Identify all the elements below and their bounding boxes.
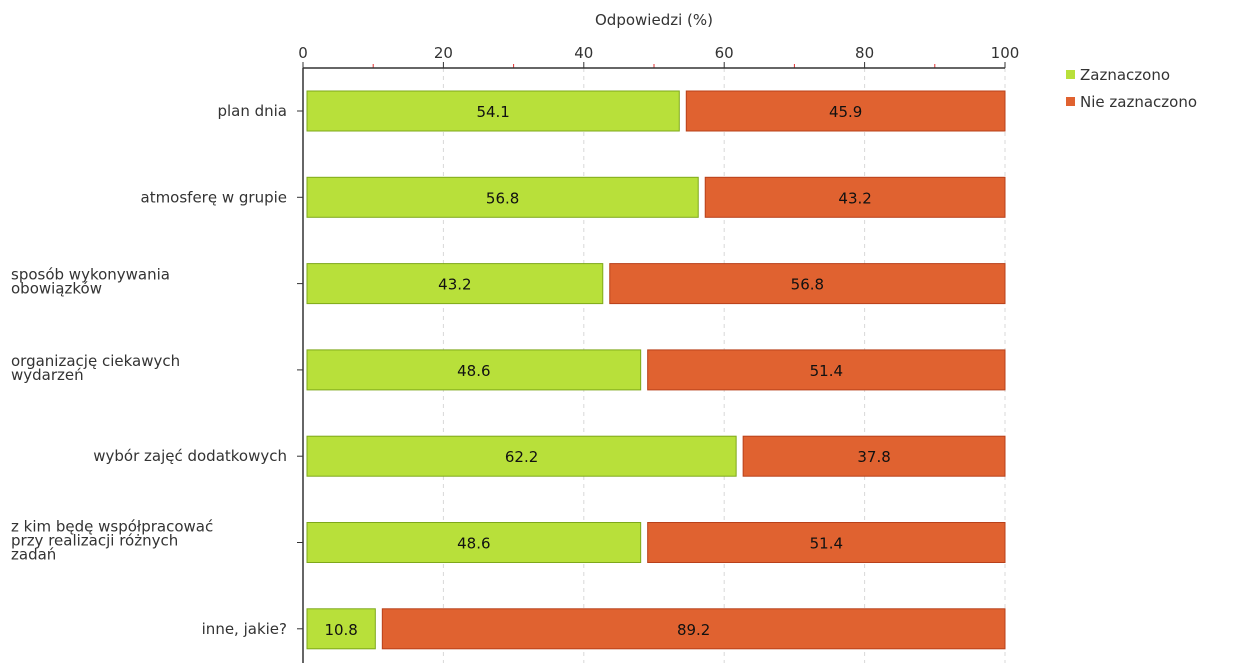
category-label: plan dnia — [217, 102, 287, 120]
bar-nie-zaznaczono — [647, 522, 1006, 563]
bar-value-label: 10.8 — [324, 621, 357, 639]
x-tick-label: 40 — [574, 44, 593, 62]
bar-zaznaczono — [306, 522, 642, 563]
bar-nie-zaznaczono — [704, 176, 1006, 218]
bars: 54.1 45.9 56.8 43.2 43.2 56.8 48.6 51.4 62.2 37.8… — [306, 90, 1006, 650]
x-axis-ticks: 0 20 40 60 80 100 — [298, 44, 1019, 68]
category-labels: plan dnia atmosferę w grupie sposób wykony… — [11, 102, 287, 638]
bar-value-label: 48.6 — [457, 362, 490, 380]
category-label: atmosferę w grupie — [141, 188, 288, 206]
bar-nie-zaznaczono — [647, 349, 1006, 391]
category-label: sposób wykonywania obowiązków — [11, 266, 170, 298]
bar-value-label: 62.2 — [505, 448, 538, 466]
x-tick-label: 0 — [298, 44, 308, 62]
x-tick-label: 60 — [715, 44, 734, 62]
bar-nie-zaznaczono — [685, 90, 1006, 132]
bar-nie-zaznaczono — [742, 435, 1006, 477]
category-label-line: przy realizacji różnych — [11, 532, 178, 550]
legend-swatch — [1066, 70, 1075, 79]
bar-nie-zaznaczono — [381, 608, 1006, 650]
category-label: z kim będę współpracować przy realizacji … — [11, 518, 213, 564]
bar-nie-zaznaczono — [609, 263, 1006, 305]
category-label-line: wybór zajęć dodatkowych — [93, 447, 287, 465]
bar-value-label: 45.9 — [829, 103, 862, 121]
bar-zaznaczono — [306, 435, 737, 477]
axes — [297, 67, 1005, 663]
bar-zaznaczono — [306, 176, 699, 218]
legend-swatch — [1066, 97, 1075, 106]
category-label-line: organizację ciekawych — [11, 352, 180, 370]
category-label: inne, jakie? — [202, 620, 287, 638]
x-tick-label: 80 — [855, 44, 874, 62]
legend: Zaznaczono Nie zaznaczono — [1066, 66, 1197, 111]
x-tick-label: 100 — [991, 44, 1020, 62]
bar-zaznaczono — [306, 608, 376, 650]
bar-value-label: 56.8 — [486, 189, 519, 207]
category-label: organizację ciekawych wydarzeń — [11, 352, 180, 384]
bar-value-label: 51.4 — [810, 362, 843, 380]
x-axis-title: Odpowiedzi (%) — [595, 11, 713, 29]
bar-value-label: 37.8 — [857, 448, 890, 466]
category-label: wybór zajęć dodatkowych — [93, 447, 287, 465]
category-label-line: inne, jakie? — [202, 620, 287, 638]
bar-value-label: 48.6 — [457, 535, 490, 553]
category-label-line: z kim będę współpracować — [11, 518, 213, 536]
bar-value-label: 43.2 — [438, 276, 471, 294]
category-label-line: zadań — [11, 546, 56, 564]
bar-value-label: 43.2 — [838, 189, 871, 207]
bar-value-label: 56.8 — [791, 276, 824, 294]
bar-zaznaczono — [306, 90, 680, 132]
bar-zaznaczono — [306, 349, 642, 391]
bar-value-label: 51.4 — [810, 535, 843, 553]
x-tick-label: 20 — [434, 44, 453, 62]
category-label-line: sposób wykonywania — [11, 266, 170, 284]
bar-zaznaczono — [306, 263, 604, 305]
category-label-line: wydarzeń — [11, 366, 84, 384]
bar-value-label: 54.1 — [476, 103, 509, 121]
category-label-line: atmosferę w grupie — [141, 188, 288, 206]
legend-label: Zaznaczono — [1080, 66, 1170, 84]
category-label-line: obowiązków — [11, 280, 102, 298]
bar-value-label: 89.2 — [677, 621, 710, 639]
legend-label: Nie zaznaczono — [1080, 93, 1197, 111]
category-label-line: plan dnia — [217, 102, 287, 120]
